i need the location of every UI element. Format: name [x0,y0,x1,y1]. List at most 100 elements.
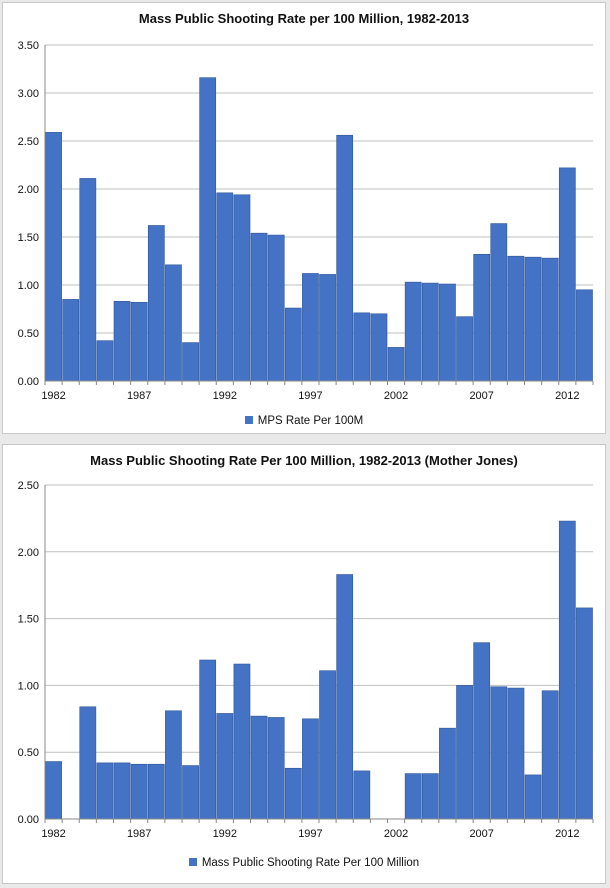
chart-title: Mass Public Shooting Rate Per 100 Millio… [90,453,518,468]
y-tick-label: 0.50 [18,328,39,340]
bar [404,773,422,820]
bar [421,282,439,382]
bar [147,763,165,820]
x-tick-label: 2007 [469,828,493,840]
bar [319,670,336,820]
legend-swatch [188,858,197,866]
bar [524,256,542,382]
x-tick-label: 1987 [127,828,151,840]
x-tick-label: 1997 [298,390,322,402]
bar [62,299,80,382]
y-tick-label: 2.50 [18,136,39,148]
bar [524,774,542,820]
y-tick-label: 1.50 [18,614,39,626]
bar [79,706,97,820]
bar [336,134,354,382]
bar [199,659,217,820]
bar [165,264,182,382]
bar [130,763,148,820]
bar [473,253,491,382]
chart-title: Mass Public Shooting Rate per 100 Millio… [138,11,470,26]
bar [456,685,473,820]
bar [576,607,593,820]
x-tick-label: 1992 [213,828,237,840]
y-tick-label: 2.00 [18,547,39,559]
bar [96,340,114,382]
bar [113,762,131,820]
bar [233,194,251,382]
bar [96,762,114,820]
y-tick-label: 1.00 [18,680,39,692]
x-tick-label: 2012 [555,390,579,402]
y-tick-label: 2.50 [18,480,39,492]
bar [558,520,576,820]
bar [216,713,234,820]
bar [284,307,302,382]
y-tick-label: 1.00 [18,280,39,292]
chart-panel-1: Mass Public Shooting Rate per 100 Millio… [2,2,606,434]
x-tick-label: 1982 [41,390,65,402]
bar-chart-svg: 0.00 0.50 1.00 1.50 2.00 2.50 3.00 3.50 1982 1987… [18,40,594,402]
y-tick-label: 0.00 [18,376,39,388]
bar [182,765,199,820]
bar [165,710,182,820]
chart-legend: Mass Public Shooting Rate Per 100 Millio… [3,857,605,869]
bar [199,77,217,382]
y-tick-label: 3.50 [18,40,39,52]
y-tick-label: 0.50 [18,747,39,759]
y-tick-label: 2.00 [18,184,39,196]
bar [473,642,491,820]
bar [233,663,251,820]
y-tick-label: 0.00 [18,814,39,826]
bar [353,770,371,820]
bar [267,717,285,820]
bar [216,192,234,382]
bar [267,234,285,382]
bar [250,715,268,820]
bar [387,347,405,382]
bar [336,574,354,820]
bar [490,223,508,382]
bar [490,686,508,820]
bar [456,316,473,382]
bar [45,132,62,382]
legend-label: MPS Rate Per 100M [257,415,364,427]
bar [147,225,165,382]
x-tick-label: 1997 [298,828,322,840]
legend-swatch [244,416,253,424]
x-tick-label: 2007 [469,390,493,402]
bar [302,718,319,820]
x-tick-label: 1992 [213,390,237,402]
chart-legend: MPS Rate Per 100M [3,415,605,427]
bar [45,761,62,820]
bar [439,283,456,382]
bar [250,232,268,382]
x-tick-label: 2012 [555,828,579,840]
bar [558,167,576,382]
chart-panel-2: Mass Public Shooting Rate Per 100 Millio… [2,444,606,884]
x-tick-label: 1987 [127,390,151,402]
bar [404,281,422,382]
bar [302,273,319,382]
bar [319,274,336,382]
bar [421,773,439,820]
bar [370,313,388,382]
x-tick-label: 1982 [41,828,65,840]
bar [507,255,525,382]
legend-label: Mass Public Shooting Rate Per 100 Millio… [201,857,420,869]
bar [113,301,131,382]
y-tick-label: 1.50 [18,232,39,244]
bar-chart-svg: 0.00 0.50 1.00 1.50 2.00 2.50 1982 1987 1992 1997… [18,480,594,840]
bar [182,342,199,382]
bar [353,312,371,382]
bar [541,257,559,382]
bar [576,289,593,382]
x-tick-label: 2002 [384,828,408,840]
bar [439,727,456,820]
bar [541,690,559,820]
bar [130,301,148,382]
bar [507,687,525,820]
y-tick-label: 3.00 [18,88,39,100]
x-tick-label: 2002 [384,390,408,402]
bar [79,178,97,382]
